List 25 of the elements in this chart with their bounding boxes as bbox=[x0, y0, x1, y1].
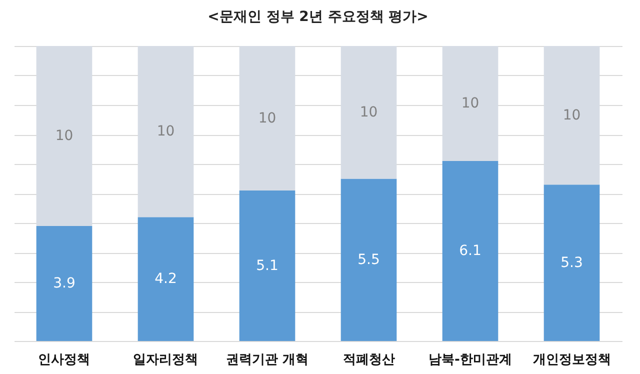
total-label: 10 bbox=[55, 128, 74, 144]
bar bbox=[239, 190, 296, 341]
data-label: 3.9 bbox=[53, 275, 76, 292]
total-label: 10 bbox=[156, 124, 175, 140]
x-tick-label: 권력기관 개혁 bbox=[226, 352, 309, 368]
data-label: 5.3 bbox=[560, 254, 583, 271]
bar bbox=[36, 226, 92, 341]
data-label: 5.1 bbox=[256, 258, 278, 274]
x-tick-label: 인사정책 bbox=[38, 352, 90, 368]
x-tick-label: 적폐청산 bbox=[342, 352, 395, 368]
x-tick-label: 남북-한미관계 bbox=[428, 352, 512, 368]
total-label: 10 bbox=[360, 104, 378, 120]
bar bbox=[138, 217, 194, 341]
total-label: 10 bbox=[562, 107, 581, 124]
bar bbox=[442, 161, 498, 341]
x-tick-label: 개인정보정책 bbox=[532, 352, 611, 368]
data-label: 5.5 bbox=[358, 252, 380, 268]
data-label: 4.2 bbox=[154, 271, 177, 288]
total-label: 10 bbox=[258, 110, 276, 126]
x-tick-label: 일자리정책 bbox=[133, 352, 198, 368]
bar bbox=[340, 178, 397, 341]
total-label: 10 bbox=[461, 96, 480, 112]
bar bbox=[544, 184, 600, 341]
data-label: 6.1 bbox=[459, 243, 482, 260]
chart-title: <문재인 정부 2년 주요정책 평가> bbox=[208, 9, 428, 25]
